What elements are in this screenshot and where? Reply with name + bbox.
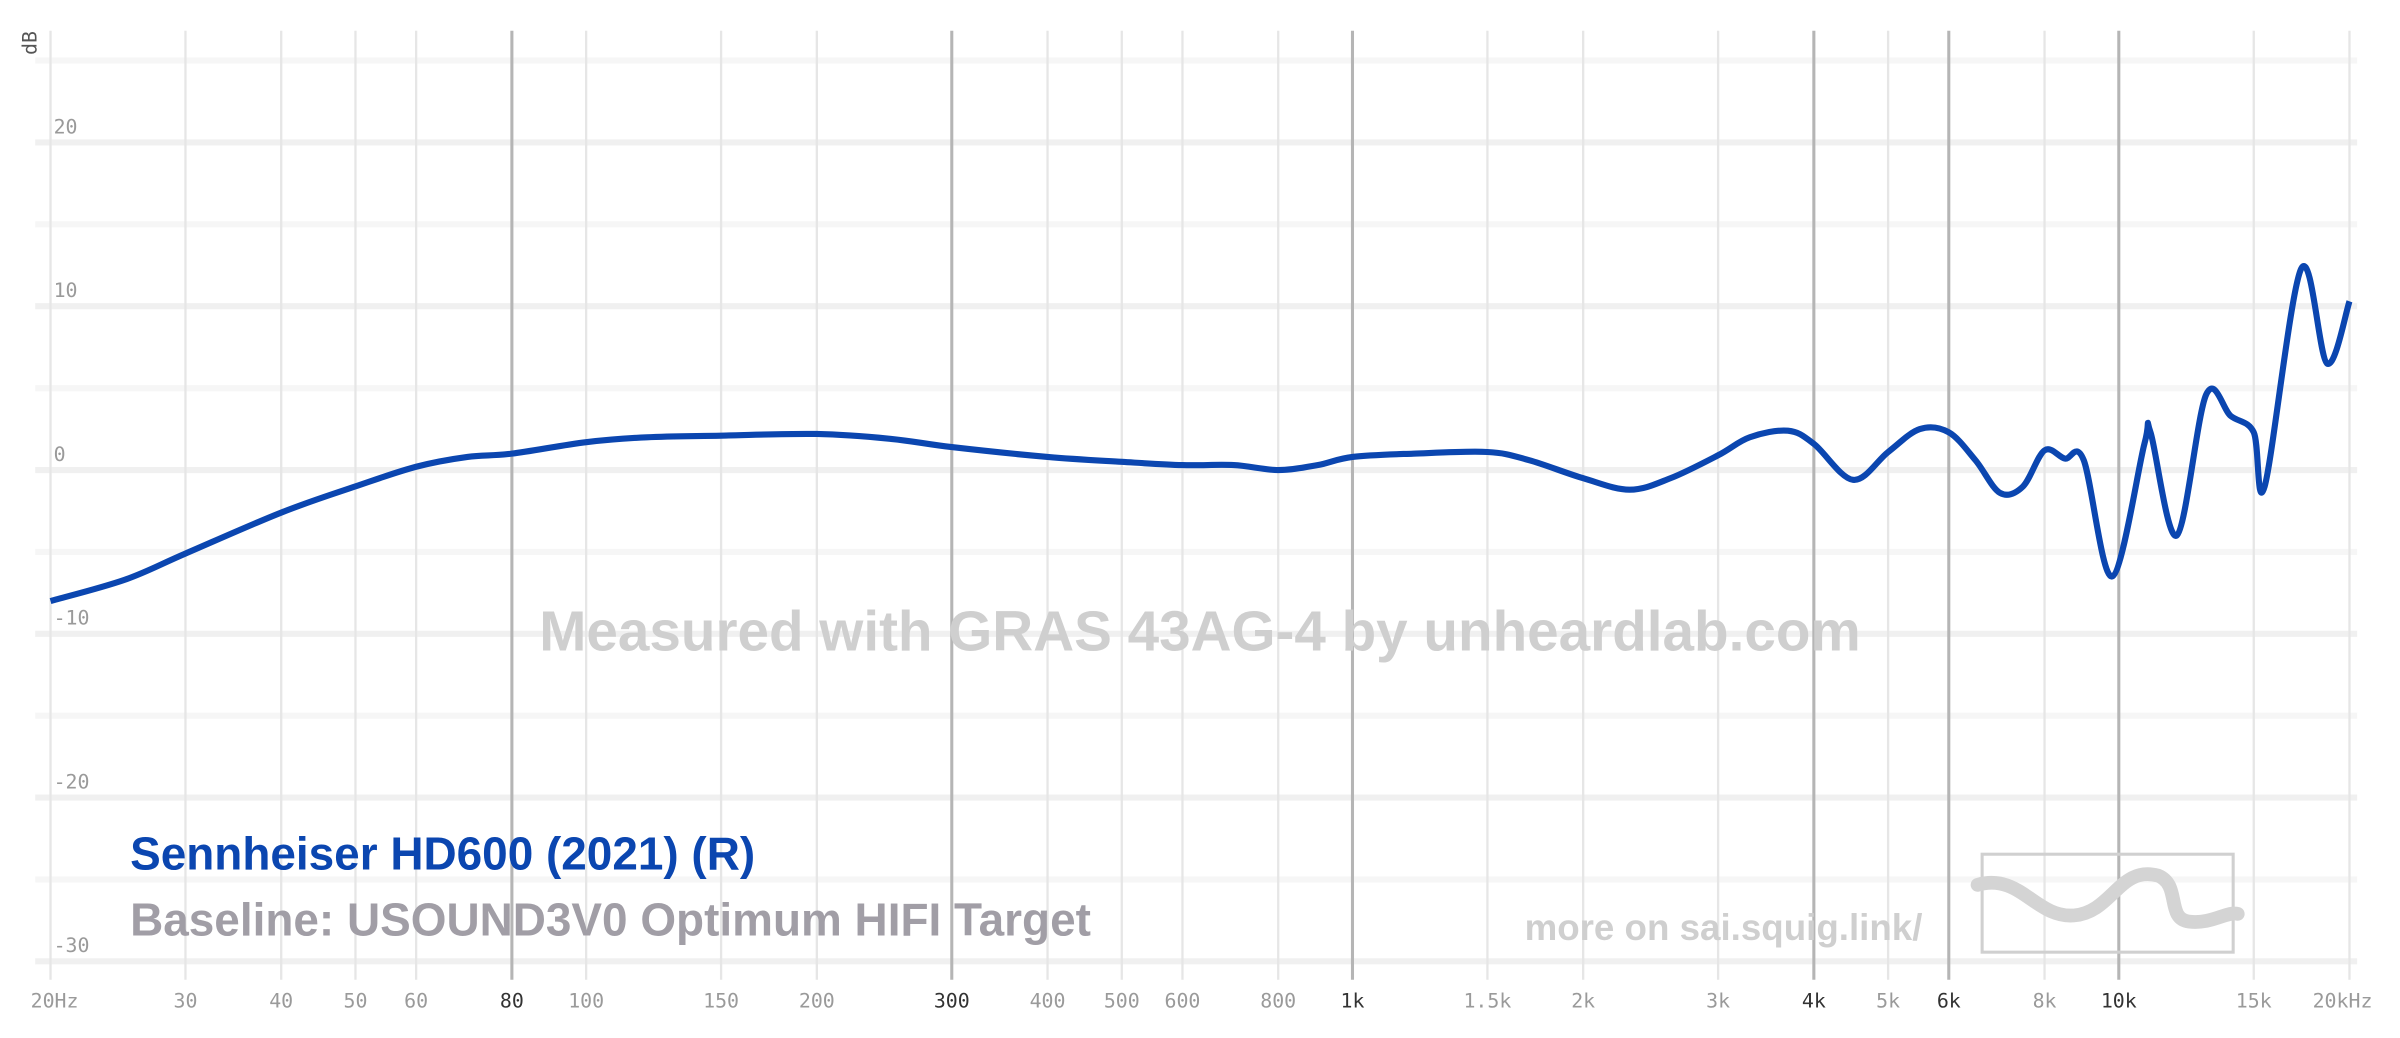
x-tick-label: 150 (703, 989, 739, 1012)
x-tick-label: 500 (1104, 989, 1140, 1012)
x-tick-label: 1k (1341, 989, 1365, 1012)
credit: more on sai.squig.link/ (1525, 907, 1923, 948)
y-tick-label: -20 (54, 770, 90, 793)
x-tick-label: 4k (1802, 989, 1826, 1012)
line (49, 262, 2353, 604)
y-axis-label: dB (19, 31, 42, 55)
x-tick-label: 15k (2236, 989, 2272, 1012)
x-tick-label: 40 (269, 989, 293, 1012)
x-tick-label: 800 (1260, 989, 1296, 1012)
x-tick-label: 30 (173, 989, 197, 1012)
logo (1970, 852, 2245, 954)
y-tick-label: 20 (54, 115, 78, 138)
x-tick-label: 20Hz (31, 989, 79, 1012)
baseline-label: Baseline: USOUND3V0 Optimum HIFI Target (130, 893, 1091, 945)
y-tick-label: 0 (54, 443, 66, 466)
x-tick-label: 400 (1030, 989, 1066, 1012)
x-tick-label: 60 (404, 989, 428, 1012)
legend-entry: Sennheiser HD600 (2021) (R) (130, 828, 755, 880)
y-tick-label: -10 (54, 607, 90, 630)
x-tick-label: 2k (1571, 989, 1595, 1012)
x-tick-label: 10k (2101, 989, 2137, 1012)
x-tick-label: 80 (500, 989, 524, 1012)
x-tick-label: 300 (934, 989, 970, 1012)
x-tick-label: 20kHz (2313, 989, 2373, 1012)
x-tick-label: 600 (1165, 989, 1201, 1012)
x-tick-label: 8k (2033, 989, 2057, 1012)
x-tick-label: 6k (1937, 989, 1961, 1012)
x-tick-label: 1.5k (1463, 989, 1511, 1012)
x-tick-label: 200 (799, 989, 835, 1012)
x-tick-label: 50 (343, 989, 367, 1012)
y-tick-label: 10 (54, 279, 78, 302)
y-tick-label: -30 (54, 934, 90, 957)
x-tick-label: 5k (1876, 989, 1900, 1012)
x-tick-label: 3k (1706, 989, 1730, 1012)
x-tick-label: 100 (568, 989, 604, 1012)
watermark: Measured with GRAS 43AG-4 by unheardlab.… (539, 601, 1861, 664)
